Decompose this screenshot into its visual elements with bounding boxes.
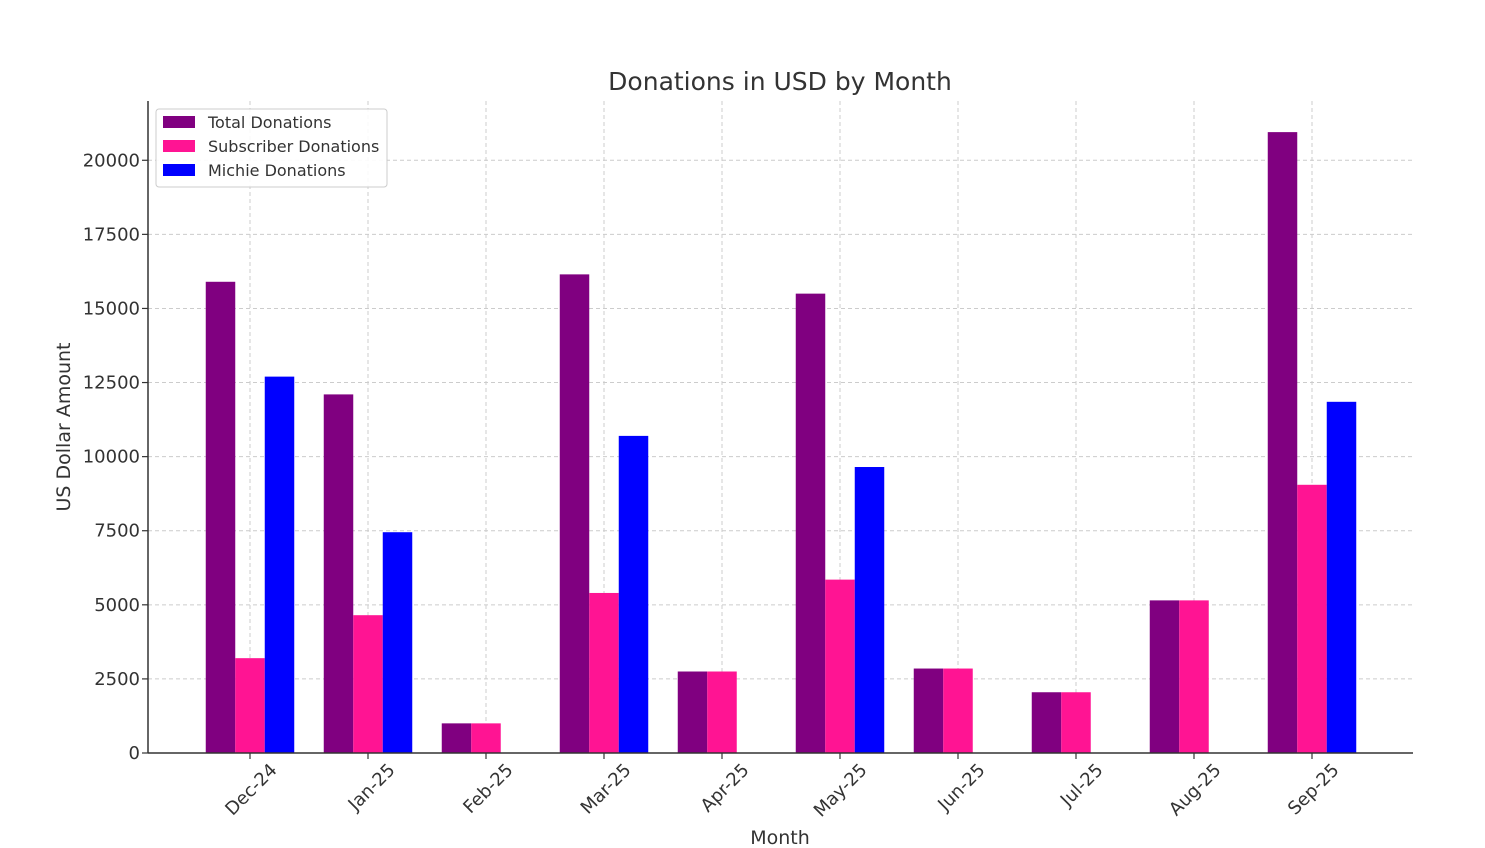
x-tick-label: May-25	[810, 760, 872, 822]
bar-subscriber-donations-may-25	[825, 579, 855, 753]
x-tick-label: Apr-25	[697, 760, 754, 817]
bar-michie-donations-dec-24	[264, 376, 295, 753]
legend-label: Michie Donations	[208, 161, 346, 180]
x-axis-label: Month	[750, 827, 810, 848]
bar-subscriber-donations-sep-25	[1297, 484, 1327, 753]
legend-swatch	[163, 164, 195, 176]
bar-subscriber-donations-dec-24	[235, 658, 265, 753]
x-tick-label: Aug-25	[1165, 760, 1225, 820]
y-tick-label: 12500	[83, 373, 140, 394]
bar-michie-donations-may-25	[854, 467, 885, 753]
bar-total-donations-jul-25	[1031, 692, 1062, 753]
x-tick-label: Sep-25	[1284, 760, 1344, 820]
y-tick-label: 17500	[83, 224, 140, 245]
bar-total-donations-may-25	[795, 293, 826, 753]
legend-label: Subscriber Donations	[208, 137, 379, 156]
bar-total-donations-sep-25	[1267, 132, 1298, 754]
x-tick-label: Dec-24	[221, 760, 281, 820]
chart-title: Donations in USD by Month	[608, 67, 952, 96]
legend-swatch	[163, 116, 195, 128]
x-tick-label: Jan-25	[344, 760, 400, 816]
y-tick-label: 2500	[94, 669, 140, 690]
x-tick-label: Jun-25	[933, 760, 989, 816]
axes-layer	[147, 101, 1413, 754]
bar-michie-donations-jan-25	[382, 532, 413, 753]
legend-label: Total Donations	[207, 113, 332, 132]
bar-total-donations-mar-25	[559, 274, 590, 753]
legend-swatch	[163, 140, 195, 152]
bar-total-donations-feb-25	[441, 723, 472, 753]
bar-subscriber-donations-apr-25	[707, 671, 737, 753]
legend-box	[155, 108, 388, 188]
y-axis-label: US Dollar Amount	[53, 343, 75, 512]
bar-michie-donations-mar-25	[618, 435, 649, 753]
legend: Total Donations Subscriber Donations Michi…	[155, 108, 388, 188]
bar-subscriber-donations-mar-25	[589, 592, 619, 753]
bar-subscriber-donations-jan-25	[353, 615, 383, 753]
bar-total-donations-apr-25	[677, 671, 708, 753]
bar-subscriber-donations-jun-25	[943, 668, 973, 753]
bar-michie-donations-sep-25	[1326, 401, 1357, 753]
y-tick-label: 0	[129, 743, 140, 764]
bar-total-donations-dec-24	[205, 281, 236, 753]
bars-layer	[205, 132, 1357, 754]
y-tick-label: 7500	[94, 521, 140, 542]
bar-subscriber-donations-jul-25	[1061, 692, 1091, 753]
x-tick-label: Feb-25	[459, 760, 517, 818]
bar-total-donations-aug-25	[1149, 600, 1180, 753]
y-tick-label: 20000	[83, 150, 140, 171]
bar-subscriber-donations-feb-25	[471, 723, 501, 753]
bar-total-donations-jun-25	[913, 668, 944, 753]
y-tick-label: 10000	[83, 447, 140, 468]
y-tick-label: 5000	[94, 595, 140, 616]
y-tick-label: 15000	[83, 298, 140, 319]
bar-total-donations-jan-25	[323, 394, 354, 753]
x-tick-label: Jul-25	[1056, 760, 1108, 812]
bar-subscriber-donations-aug-25	[1179, 600, 1209, 753]
x-tick-label: Mar-25	[577, 760, 636, 819]
